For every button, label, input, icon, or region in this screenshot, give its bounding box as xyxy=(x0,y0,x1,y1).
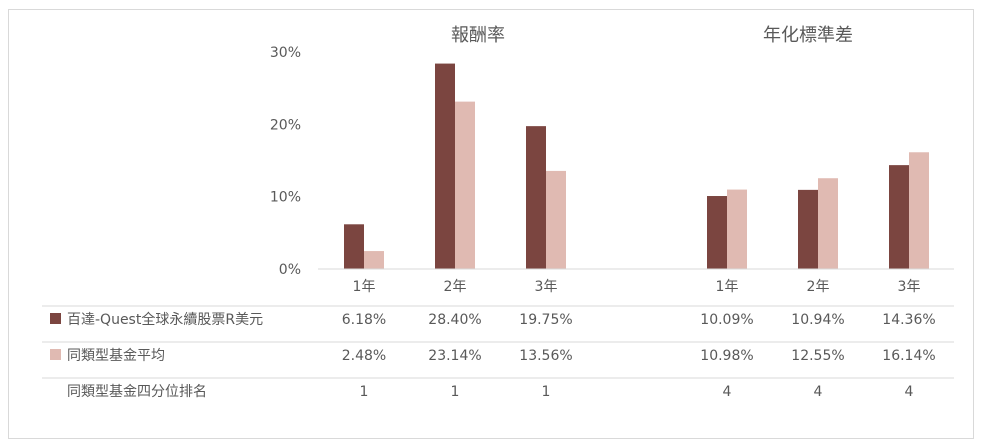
data-label: 16.14% xyxy=(882,348,935,364)
data-label: 19.75% xyxy=(519,312,572,328)
x-tick-label: 2年 xyxy=(807,279,830,295)
bar-peer-average xyxy=(727,189,747,269)
group-title: 年化標準差 xyxy=(763,25,853,46)
legend-label: 同類型基金平均 xyxy=(67,347,165,364)
data-label: 10.94% xyxy=(791,312,844,328)
data-label: 14.36% xyxy=(882,312,935,328)
x-tick-label: 1年 xyxy=(716,279,739,295)
bar-peer-average xyxy=(455,101,475,269)
bar-fund xyxy=(707,196,727,269)
bar-fund xyxy=(435,63,455,269)
data-label: 10.98% xyxy=(700,348,753,364)
bar-peer-average xyxy=(364,251,384,269)
bar-fund xyxy=(798,189,818,269)
rank-row-label: 同類型基金四分位排名 xyxy=(67,383,207,400)
data-label: 13.56% xyxy=(519,348,572,364)
rank-value: 4 xyxy=(905,384,914,400)
data-label: 6.18% xyxy=(342,312,386,328)
y-tick-label: 0% xyxy=(279,262,301,278)
y-tick-label: 10% xyxy=(270,190,301,206)
bar-fund xyxy=(344,224,364,269)
legend-swatch xyxy=(50,313,61,324)
rank-value: 1 xyxy=(451,384,460,400)
data-label: 2.48% xyxy=(342,348,386,364)
x-tick-label: 3年 xyxy=(898,279,921,295)
x-tick-label: 3年 xyxy=(535,279,558,295)
bar-fund xyxy=(889,165,909,269)
x-tick-label: 2年 xyxy=(444,279,467,295)
data-label: 28.40% xyxy=(428,312,481,328)
legend-label: 百達-Quest全球永續股票R美元 xyxy=(67,311,263,328)
data-label: 12.55% xyxy=(791,348,844,364)
group-title: 報酬率 xyxy=(451,25,505,46)
rank-value: 1 xyxy=(542,384,551,400)
bar-peer-average xyxy=(818,178,838,269)
rank-value: 4 xyxy=(814,384,823,400)
rank-value: 1 xyxy=(360,384,369,400)
x-tick-label: 1年 xyxy=(353,279,376,295)
y-tick-label: 30% xyxy=(270,45,301,61)
y-tick-label: 20% xyxy=(270,117,301,133)
data-label: 10.09% xyxy=(700,312,753,328)
legend-swatch xyxy=(50,349,61,360)
bar-peer-average xyxy=(909,152,929,269)
bar-peer-average xyxy=(546,170,566,269)
rank-value: 4 xyxy=(723,384,732,400)
data-label: 23.14% xyxy=(428,348,481,364)
bar-fund xyxy=(526,126,546,270)
